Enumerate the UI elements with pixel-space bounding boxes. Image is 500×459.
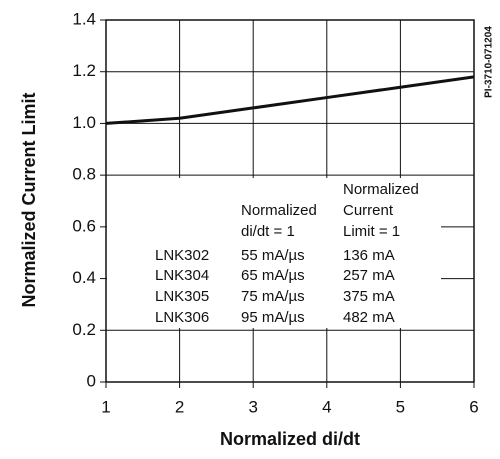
x-tick-label: 1 xyxy=(101,397,110,416)
y-axis-title: Normalized Current Limit xyxy=(19,92,39,307)
table-cell: LNK306 xyxy=(155,309,209,326)
x-tick-label: 3 xyxy=(248,397,257,416)
x-tick-label: 5 xyxy=(396,397,405,416)
y-tick-label: 1.0 xyxy=(72,113,96,132)
y-tick-label: 0 xyxy=(87,371,96,390)
x-tick-label: 6 xyxy=(469,397,478,416)
table-cell: 55 mA/µs xyxy=(241,247,305,264)
y-tick-label: 0.4 xyxy=(72,268,96,287)
y-tick-label: 0.8 xyxy=(72,165,96,184)
x-tick-label: 2 xyxy=(175,397,184,416)
table-header: Normalized xyxy=(241,202,317,219)
figure-id: PI-3710-071204 xyxy=(484,26,495,98)
y-tick-label: 0.2 xyxy=(72,320,96,339)
y-tick-label: 0.6 xyxy=(72,216,96,235)
table-cell: 257 mA xyxy=(343,267,395,284)
table-cell: LNK302 xyxy=(155,247,209,264)
y-tick-label: 1.4 xyxy=(72,9,96,28)
data-line xyxy=(105,75,475,125)
table-header: Normalized xyxy=(343,181,419,198)
table-header: di/dt = 1 xyxy=(241,223,295,240)
x-tick-label: 4 xyxy=(322,397,331,416)
table-header: Limit = 1 xyxy=(343,223,400,240)
table-background xyxy=(107,178,441,328)
table-cell: 375 mA xyxy=(343,288,395,305)
plot-frame xyxy=(105,19,475,383)
table-cell: 75 mA/µs xyxy=(241,288,305,305)
table-header: Current xyxy=(343,202,394,219)
table-cell: 95 mA/µs xyxy=(241,309,305,326)
y-tick-label: 1.2 xyxy=(72,61,96,80)
table-cell: 65 mA/µs xyxy=(241,267,305,284)
table-cell: LNK305 xyxy=(155,288,209,305)
table-cell: 482 mA xyxy=(343,309,395,326)
x-axis-title: Normalized di/dt xyxy=(220,429,360,449)
table-cell: LNK304 xyxy=(155,267,209,284)
table-cell: 136 mA xyxy=(343,247,395,264)
